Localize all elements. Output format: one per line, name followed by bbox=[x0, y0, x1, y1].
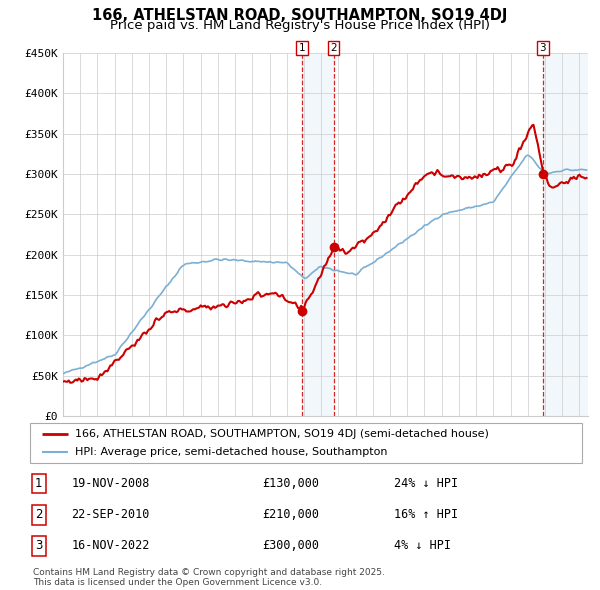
Text: 16% ↑ HPI: 16% ↑ HPI bbox=[394, 508, 458, 522]
Text: 3: 3 bbox=[539, 43, 546, 53]
Text: 4% ↓ HPI: 4% ↓ HPI bbox=[394, 539, 451, 552]
Text: 1: 1 bbox=[299, 43, 305, 53]
Text: £210,000: £210,000 bbox=[262, 508, 319, 522]
Text: 22-SEP-2010: 22-SEP-2010 bbox=[71, 508, 150, 522]
Text: HPI: Average price, semi-detached house, Southampton: HPI: Average price, semi-detached house,… bbox=[75, 447, 388, 457]
Text: 166, ATHELSTAN ROAD, SOUTHAMPTON, SO19 4DJ: 166, ATHELSTAN ROAD, SOUTHAMPTON, SO19 4… bbox=[92, 8, 508, 22]
Text: 166, ATHELSTAN ROAD, SOUTHAMPTON, SO19 4DJ (semi-detached house): 166, ATHELSTAN ROAD, SOUTHAMPTON, SO19 4… bbox=[75, 429, 489, 439]
Text: £300,000: £300,000 bbox=[262, 539, 319, 552]
Text: Contains HM Land Registry data © Crown copyright and database right 2025.
This d: Contains HM Land Registry data © Crown c… bbox=[33, 568, 385, 587]
Text: £130,000: £130,000 bbox=[262, 477, 319, 490]
Bar bbox=[302, 53, 334, 416]
Text: Price paid vs. HM Land Registry's House Price Index (HPI): Price paid vs. HM Land Registry's House … bbox=[110, 19, 490, 32]
Text: 24% ↓ HPI: 24% ↓ HPI bbox=[394, 477, 458, 490]
Text: 19-NOV-2008: 19-NOV-2008 bbox=[71, 477, 150, 490]
FancyBboxPatch shape bbox=[30, 423, 582, 463]
Bar bbox=[543, 53, 588, 416]
Text: 2: 2 bbox=[35, 508, 43, 522]
Text: 2: 2 bbox=[330, 43, 337, 53]
Text: 1: 1 bbox=[35, 477, 43, 490]
Text: 3: 3 bbox=[35, 539, 43, 552]
Text: 16-NOV-2022: 16-NOV-2022 bbox=[71, 539, 150, 552]
